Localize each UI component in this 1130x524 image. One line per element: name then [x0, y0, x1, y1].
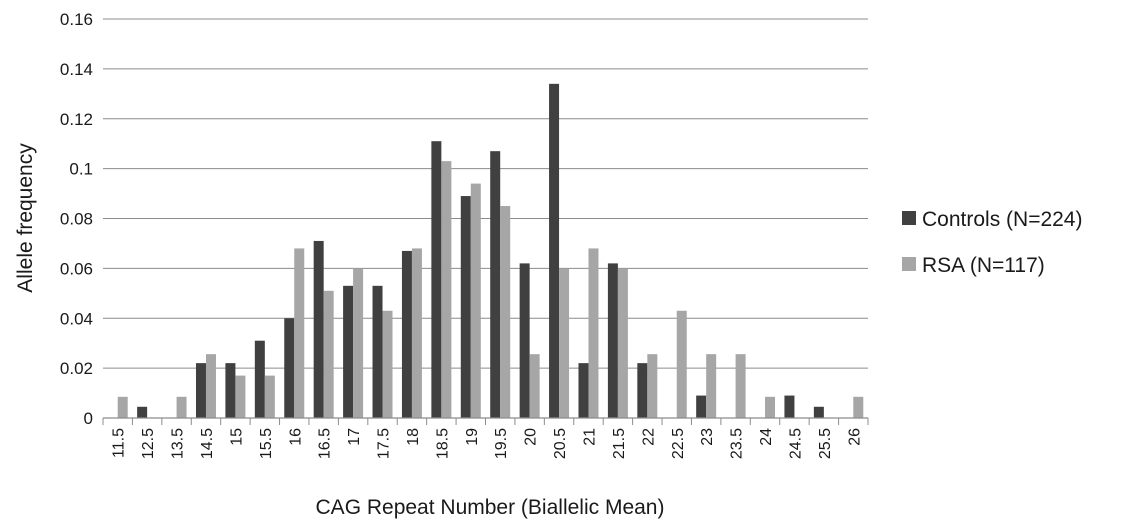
x-tick-label: 19.5: [493, 428, 510, 459]
bar-rsa: [264, 375, 275, 418]
bar-rsa: [735, 354, 746, 418]
bar-rsa: [617, 268, 628, 418]
bar-rsa: [765, 396, 776, 418]
bar-controls: [784, 395, 795, 418]
bar-rsa: [470, 183, 481, 418]
bar-controls: [490, 151, 501, 418]
x-tick-label: 17.5: [376, 428, 393, 459]
x-tick-label: 22: [640, 428, 657, 446]
legend-label-controls: Controls (N=224): [922, 208, 1082, 231]
bar-controls: [578, 363, 589, 418]
y-axis-title: Allele frequency: [14, 143, 37, 293]
x-tick-label: 13.5: [170, 428, 187, 459]
x-tick-label: 16.5: [317, 428, 334, 459]
bar-rsa: [441, 161, 452, 419]
x-tick-label: 16: [287, 428, 304, 446]
x-tick-label: 26: [846, 428, 863, 446]
bar-controls: [137, 406, 148, 418]
bar-controls: [813, 406, 824, 418]
y-tick-label: 0.1: [69, 160, 93, 179]
x-tick-label: 20: [523, 428, 540, 446]
y-tick-labels: 0 0.02 0.04 0.06 0.08 0.1 0.12 0.14 0.16: [60, 10, 93, 428]
y-tick-label: 0.14: [60, 60, 93, 79]
y-tick-label: 0.06: [60, 259, 93, 278]
x-tick-label: 14.5: [199, 428, 216, 459]
bar-controls: [372, 285, 383, 418]
bar-controls: [401, 250, 412, 418]
y-tick-label: 0: [84, 409, 93, 428]
x-tick-label: 21: [581, 428, 598, 446]
bar-controls: [637, 363, 648, 418]
y-tick-label: 0.12: [60, 110, 93, 129]
x-tick-label: 18.5: [434, 428, 451, 459]
bar-rsa: [294, 248, 305, 418]
bar-rsa: [235, 375, 246, 418]
bar-rsa: [500, 206, 511, 418]
bar-controls: [696, 395, 707, 418]
gridlines: [103, 18, 868, 369]
x-tick-label: 23.5: [729, 428, 746, 459]
x-tick-label: 11.5: [111, 428, 128, 458]
bar-controls: [519, 263, 530, 418]
bar-rsa: [353, 268, 364, 418]
bar-controls: [431, 141, 442, 418]
x-tick-label: 24: [758, 428, 775, 446]
bar-rsa: [529, 354, 540, 418]
x-tick-label: 25.5: [817, 428, 834, 459]
legend-label-rsa: RSA (N=117): [922, 254, 1045, 277]
bar-rsa: [205, 354, 216, 418]
bar-controls: [284, 318, 295, 418]
legend-swatch-rsa: [902, 257, 916, 271]
x-tick-label: 22.5: [670, 428, 687, 459]
bars: [117, 83, 864, 419]
y-tick-label: 0.02: [60, 359, 93, 378]
bar-controls: [225, 363, 236, 418]
y-tick-label: 0.04: [60, 309, 93, 328]
bar-rsa: [411, 248, 422, 418]
x-tick-label: 20.5: [552, 428, 569, 459]
bar-controls: [343, 285, 354, 418]
x-tick-label: 18: [405, 428, 422, 446]
bar-rsa: [382, 310, 393, 418]
legend-swatch-controls: [902, 211, 916, 225]
bar-rsa: [117, 396, 128, 418]
axes: [102, 417, 869, 425]
x-axis-title: CAG Repeat Number (Biallelic Mean): [316, 496, 665, 519]
bar-rsa: [176, 396, 187, 418]
x-tick-label: 12.5: [140, 428, 157, 459]
y-tick-label: 0.08: [60, 210, 93, 229]
legend: Controls (N=224) RSA (N=117): [902, 208, 1082, 277]
x-tick-label: 23: [699, 428, 716, 446]
bar-controls: [460, 196, 471, 418]
x-tick-label: 19: [464, 428, 481, 446]
y-tick-label: 0.16: [60, 10, 93, 29]
bar-controls: [313, 240, 324, 418]
x-tick-label: 21.5: [611, 428, 628, 459]
bar-rsa: [323, 290, 334, 418]
x-tick-labels: 11.5 12.5 13.5 14.5 15 15.5 16 16.5 17 17.5 18 18.5…: [111, 428, 864, 459]
x-tick-label: 15.5: [258, 428, 275, 459]
bar-rsa: [588, 248, 599, 418]
bar-rsa: [647, 354, 658, 418]
bar-controls: [254, 340, 265, 418]
bar-controls: [195, 363, 206, 418]
bar-controls: [549, 83, 560, 419]
x-tick-label: 15: [228, 428, 245, 446]
bar-rsa: [853, 396, 864, 418]
bar-rsa: [706, 354, 717, 418]
x-tick-label: 17: [346, 428, 363, 446]
x-tick-label: 24.5: [787, 428, 804, 459]
bar-controls: [607, 263, 618, 418]
bar-rsa: [676, 310, 687, 418]
bar-rsa: [559, 268, 570, 418]
